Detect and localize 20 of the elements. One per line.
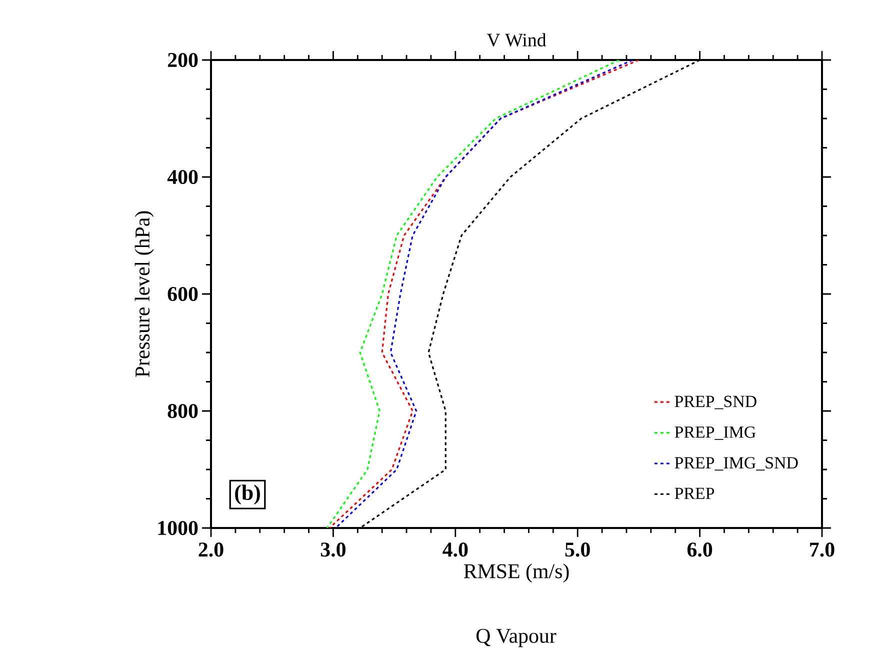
x-tick-label: 6.0 xyxy=(687,542,712,557)
y-tick-label: 400 xyxy=(167,170,198,184)
y-tick-label: 600 xyxy=(168,286,198,302)
annotation: (b) xyxy=(235,484,260,504)
x-axis-title: RMSE (m/s) xyxy=(464,564,569,583)
legend-label: PREP_SND xyxy=(674,396,756,410)
x-tick-label: 4.0 xyxy=(442,542,468,557)
chart-title: V Wind xyxy=(486,33,546,46)
x-tick-label: 5.0 xyxy=(565,542,590,557)
y-tick-label: 1000 xyxy=(158,520,198,536)
y-tick-label: 800 xyxy=(168,404,198,418)
x-tick-label: 7.0 xyxy=(810,542,834,557)
legend-label: PREP_IMG xyxy=(674,426,756,440)
legend-label: PREP xyxy=(674,488,714,499)
y-tick-label: 200 xyxy=(168,52,198,68)
legend-label: PREP_IMG_SND xyxy=(674,457,798,471)
y-axis-title: Pressure level (hPa) xyxy=(134,211,154,378)
x-tick-label: 2.0 xyxy=(198,542,224,557)
text: Q Vapour xyxy=(476,628,556,648)
x-tick-label: 3.0 xyxy=(320,542,346,557)
